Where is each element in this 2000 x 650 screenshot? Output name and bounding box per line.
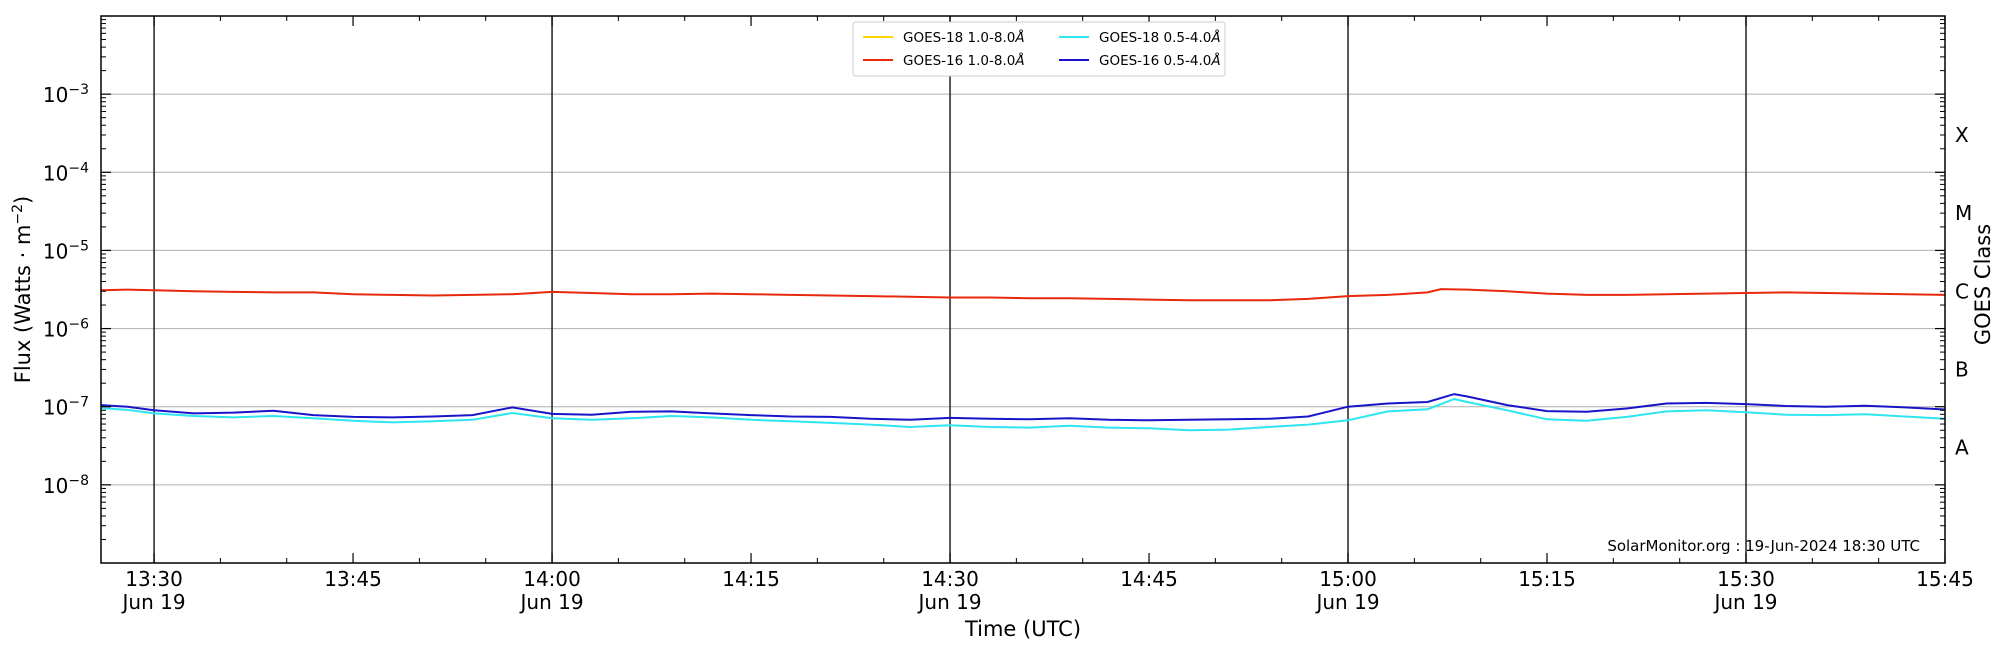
credit-text: SolarMonitor.org : 19-Jun-2024 18:30 UTC (1607, 537, 1920, 555)
x-tick-label: 13:45 (324, 567, 382, 591)
x-tick-label: 14:00 (523, 567, 581, 591)
y-tick-label: 10−7 (43, 395, 89, 420)
y-axis-title-close: ) (11, 196, 35, 204)
x-axis-title: Time (UTC) (964, 617, 1081, 641)
series-line (100, 288, 1946, 302)
plot-frame (100, 15, 1946, 564)
legend-box (852, 21, 1226, 77)
legend-entry: GOES-18 1.0-8.0Å (903, 29, 1025, 46)
goes-class-label: M (1955, 201, 1972, 225)
y-tick-exp: −5 (68, 238, 89, 254)
series-line (100, 393, 1946, 422)
legend-entry-name: GOES-18 0.5-4.0 (1099, 30, 1211, 46)
grid-lines (101, 93, 1945, 486)
y-tick-labels: 10−810−710−610−510−410−3 (43, 82, 89, 498)
x-tick-sublabel: Jun 19 (1314, 590, 1379, 614)
x-tick-label: 13:30 (125, 567, 183, 591)
y-tick-label: 10−8 (43, 473, 89, 498)
goes-class-labels: A B C M X (1955, 123, 1972, 460)
day-vertical-lines (153, 16, 1747, 563)
y-tick-base: 10 (43, 239, 68, 263)
x-tick-label: 14:45 (1120, 567, 1178, 591)
x-tick-label: 15:00 (1319, 567, 1377, 591)
x-tick-sublabel: Jun 19 (121, 590, 186, 614)
y-tick-exp: −3 (68, 82, 89, 98)
y-tick-exp: −8 (68, 473, 89, 489)
legend-entry-unit: Å (1014, 29, 1024, 46)
x-tick-label: 15:45 (1916, 567, 1974, 591)
goes-class-label: A (1955, 436, 1969, 460)
axis-ticks (101, 16, 1946, 563)
y-tick-base: 10 (43, 396, 68, 420)
y-tick-exp: −7 (68, 395, 89, 411)
goes-class-label: C (1955, 279, 1969, 303)
y-tick-base: 10 (43, 83, 68, 107)
y-tick-label: 10−4 (43, 160, 89, 185)
x-tick-sublabel: Jun 19 (519, 590, 584, 614)
y-axis-title-main: Flux (Watts · m (11, 225, 35, 384)
legend-entry-unit: Å (1014, 52, 1024, 69)
legend-entry-name: GOES-18 1.0-8.0 (903, 30, 1015, 46)
x-tick-sublabel: Jun 19 (1712, 590, 1777, 614)
y-tick-base: 10 (43, 474, 68, 498)
y-tick-exp: −4 (68, 160, 89, 176)
goes-class-label: X (1955, 123, 1969, 147)
x-tick-label: 14:30 (921, 567, 979, 591)
y-tick-label: 10−5 (43, 238, 89, 263)
series-line (100, 398, 1946, 432)
x-tick-sublabel: Jun 19 (917, 590, 982, 614)
y-tick-exp: −6 (68, 317, 89, 333)
legend-entry-name: GOES-16 1.0-8.0 (903, 53, 1015, 69)
legend-entry-unit: Å (1210, 29, 1220, 46)
legend-entry: GOES-16 1.0-8.0Å (903, 52, 1025, 69)
y-tick-base: 10 (43, 318, 68, 342)
y-tick-base: 10 (43, 161, 68, 185)
legend-entry: GOES-18 0.5-4.0Å (1099, 29, 1221, 46)
y-tick-label: 10−3 (43, 82, 89, 107)
data-series (100, 288, 1946, 432)
legend-entry-name: GOES-16 0.5-4.0 (1099, 53, 1211, 69)
x-tick-label: 15:15 (1518, 567, 1576, 591)
y-axis-title-sup: −2 (10, 204, 26, 225)
y-axis-title: Flux (Watts · m−2) (10, 196, 35, 384)
legend-entry-unit: Å (1210, 52, 1220, 69)
goes-class-label: B (1955, 357, 1969, 381)
legend-entry: GOES-16 0.5-4.0Å (1099, 52, 1221, 69)
y-tick-label: 10−6 (43, 317, 89, 342)
right-axis-title: GOES Class (1971, 224, 1995, 345)
x-tick-label: 14:15 (722, 567, 780, 591)
x-tick-label: 15:30 (1717, 567, 1775, 591)
